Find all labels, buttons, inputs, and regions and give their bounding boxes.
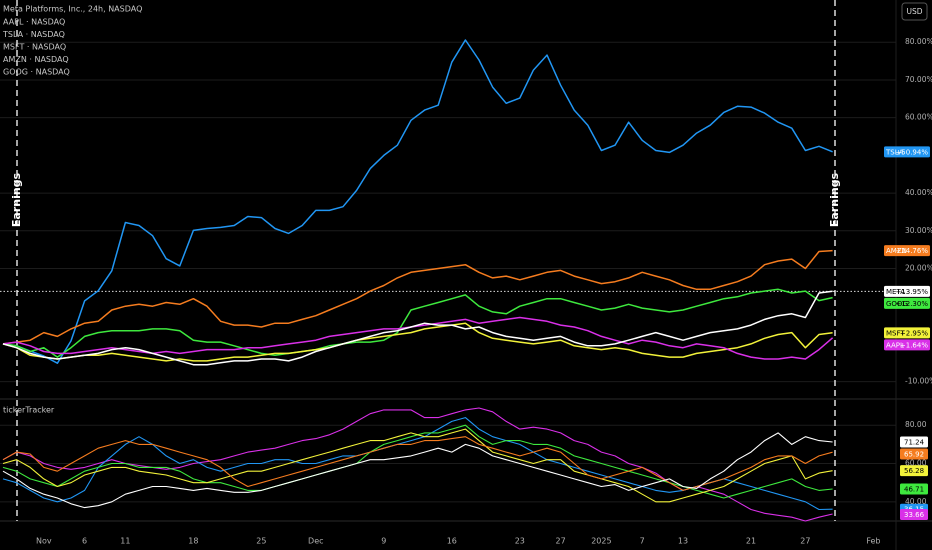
value-label: 46.71 <box>904 485 924 493</box>
value-label: +50.94% <box>895 148 928 156</box>
value-label: 56.28 <box>904 467 924 475</box>
currency: USD <box>906 7 922 16</box>
series-name: MSFT <box>886 329 905 337</box>
legend-entry: TSLA · NASDAQ <box>2 30 65 39</box>
x-tick-label: 21 <box>746 537 756 546</box>
x-tick-label: Nov <box>36 537 52 546</box>
x-tick-label: 6 <box>82 537 87 546</box>
y-tick-label: 60.00 <box>905 459 927 468</box>
series-line <box>2 428 833 503</box>
chart-title: Meta Platforms, Inc., 24h, NASDAQ <box>3 5 142 14</box>
x-tick-label: 18 <box>188 537 198 546</box>
series-line <box>2 39 833 364</box>
y-tick-label: 60.00% <box>905 113 932 122</box>
y-tick-label: 20.00% <box>905 264 932 273</box>
price-badge <box>884 297 930 309</box>
x-tick-label: 16 <box>447 537 457 546</box>
lines <box>2 39 834 522</box>
currency-box[interactable] <box>901 2 928 21</box>
legend-entry: AMZN · NASDAQ <box>3 55 69 64</box>
x-tick-label: 13 <box>678 537 688 546</box>
series-line <box>2 432 833 509</box>
series-line <box>2 249 833 345</box>
value-label: +13.95% <box>895 288 928 296</box>
y-tick-label: 80.00% <box>905 37 932 46</box>
x-tick-label: Dec <box>308 537 323 546</box>
series-name: AMZN <box>886 247 907 255</box>
value-label: 33.66 <box>904 511 925 519</box>
y-tick-label: 80.00 <box>905 420 927 429</box>
series-name: META <box>886 288 905 296</box>
pane-title: tickerTracker <box>3 406 55 415</box>
x-tick-label: Feb <box>866 537 880 546</box>
series-line <box>2 288 833 358</box>
labels: TSLA+50.94% AMZN+24.76% META+13.95% GOOG+12… <box>884 146 930 520</box>
earnings-label: Earnings <box>828 172 841 227</box>
price-badge <box>884 146 930 158</box>
series-line <box>2 290 833 366</box>
x-tick-label: 11 <box>120 537 130 546</box>
x-tick-label: 23 <box>515 537 525 546</box>
series-line <box>2 436 833 491</box>
x-tick-label: 7 <box>640 537 645 546</box>
price-badge <box>884 327 930 339</box>
x-tick-label: 27 <box>556 537 566 546</box>
value-badge <box>900 465 928 477</box>
series-line <box>2 322 833 362</box>
y-tick-label: 30.00% <box>905 226 932 235</box>
legend-entry: AAPL · NASDAQ <box>3 18 65 27</box>
value-badge <box>900 448 928 460</box>
price-badge <box>884 245 930 257</box>
value-badge <box>900 483 928 495</box>
x-tick-label: 27 <box>800 537 810 546</box>
value-label: +24.76% <box>895 247 928 255</box>
earnings-label: Earnings <box>10 172 23 227</box>
legend-entry: MSFT · NASDAQ <box>3 43 66 52</box>
legend-entry: GOOG · NASDAQ <box>3 68 70 77</box>
grid <box>0 41 896 503</box>
x-tick-label: 2025 <box>591 537 611 546</box>
value-label: +2.95% <box>900 329 928 337</box>
value-badge <box>900 509 928 520</box>
x-tick-label: 25 <box>256 537 266 546</box>
value-label: +12.30% <box>895 300 928 308</box>
value-label: 65.92 <box>904 451 924 459</box>
series-name: GOOG <box>886 300 908 308</box>
value-label: 71.24 <box>904 439 925 447</box>
series-name: TSLA <box>885 148 904 156</box>
y-tick-label: 40.00 <box>905 497 927 506</box>
series-line <box>2 316 834 360</box>
y-tick-label: -10.00% <box>905 377 932 386</box>
y-tick-label: 40.00% <box>905 188 932 197</box>
series-name: AAPL <box>886 341 904 349</box>
price-badge <box>884 285 930 297</box>
value-badge <box>900 436 928 448</box>
y-tick-label: 70.00% <box>905 75 932 84</box>
value-label: +1.64% <box>900 341 928 349</box>
price-badge <box>884 339 930 351</box>
x-tick-label: 9 <box>381 537 386 546</box>
